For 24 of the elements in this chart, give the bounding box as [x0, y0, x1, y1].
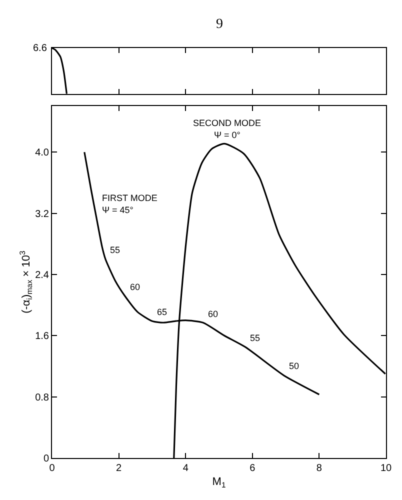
annotation: 60 [208, 309, 218, 319]
annotation: Ψ = 45° [102, 205, 134, 215]
annotation: FIRST MODE [102, 193, 158, 203]
x-axis-title: M$_{1}$ [212, 476, 226, 490]
y-tick-label: 4.0 [35, 148, 50, 159]
x-tick-label: 6 [250, 463, 256, 474]
annotation: Ψ = 0° [214, 130, 241, 140]
y-tick-label: 1.6 [35, 331, 50, 342]
y-tick-label: 0 [43, 454, 50, 464]
y-tick-label: 0.8 [35, 392, 50, 404]
annotation: 55 [110, 245, 120, 255]
x-tick-label: 2 [116, 463, 122, 474]
y-tick-label: 2.4 [35, 270, 50, 281]
text: 6.6 [33, 43, 48, 54]
x-tick-label: 8 [316, 463, 322, 474]
annotation: 65 [157, 307, 168, 317]
x-tick-label: 10 [380, 463, 392, 474]
y-tick-label: 3.2 [35, 208, 50, 220]
annotation: 50 [289, 361, 300, 371]
annotation: 55 [250, 333, 260, 343]
x-tick-label: 4 [182, 463, 189, 474]
annotation: 60 [130, 282, 140, 292]
text: 9 [216, 17, 223, 32]
annotation: SECOND MODE [193, 118, 262, 128]
